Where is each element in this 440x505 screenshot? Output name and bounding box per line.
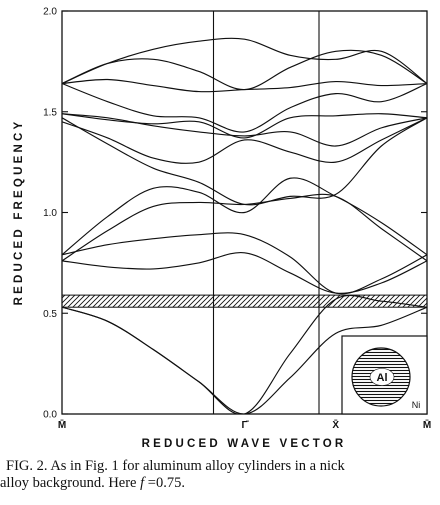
band-4 xyxy=(62,232,427,295)
band-gap-region xyxy=(61,294,428,308)
x-axis-title: REDUCED WAVE VECTOR xyxy=(142,438,347,450)
y-tick-label: 2.0 xyxy=(43,7,57,18)
x-tick-label: M̄ xyxy=(58,419,66,431)
inset-label-backdrop xyxy=(369,368,395,386)
y-tick-label: 0.0 xyxy=(43,410,57,421)
inset-outer-label: Ni xyxy=(412,400,421,410)
inset-inner-label: Al xyxy=(377,372,388,384)
band-14 xyxy=(62,49,427,91)
x-tick-label: M̄ xyxy=(423,419,431,431)
caption-line-1: FIG. 2. As in Fig. 1 for aluminum alloy … xyxy=(6,458,345,474)
caption-text: alloy background. Here xyxy=(0,475,141,491)
inset-unit-cell: Al Ni xyxy=(341,335,428,415)
band-7 xyxy=(62,117,427,164)
figure-caption: FIG. 2. As in Fig. 1 for aluminum alloy … xyxy=(0,455,440,505)
y-axis-title: REDUCED FREQUENCY xyxy=(13,119,25,306)
caption-line-2: alloy background. Here f =0.75. xyxy=(0,474,185,492)
x-tick-label: X̄ xyxy=(332,419,339,431)
y-tick-label: 1.5 xyxy=(43,107,57,118)
band-6 xyxy=(62,177,427,256)
band-8 xyxy=(62,117,427,206)
band-10 xyxy=(62,113,427,139)
y-tick-label: 1.0 xyxy=(43,208,57,219)
band-11 xyxy=(62,83,427,133)
band-9 xyxy=(62,113,427,147)
band-structure-figure: 0.0 0.5 1.0 1.5 2.0 M̄ Γ̄ X̄ M̄ REDUCED FREQUEN… xyxy=(13,7,431,451)
band-3 xyxy=(62,252,427,294)
caption-variable: f xyxy=(140,475,145,491)
caption-value: =0.75. xyxy=(144,475,185,491)
x-tick-label: Γ̄ xyxy=(241,420,249,431)
y-tick-label: 0.5 xyxy=(43,309,57,320)
band-13 xyxy=(62,37,427,85)
